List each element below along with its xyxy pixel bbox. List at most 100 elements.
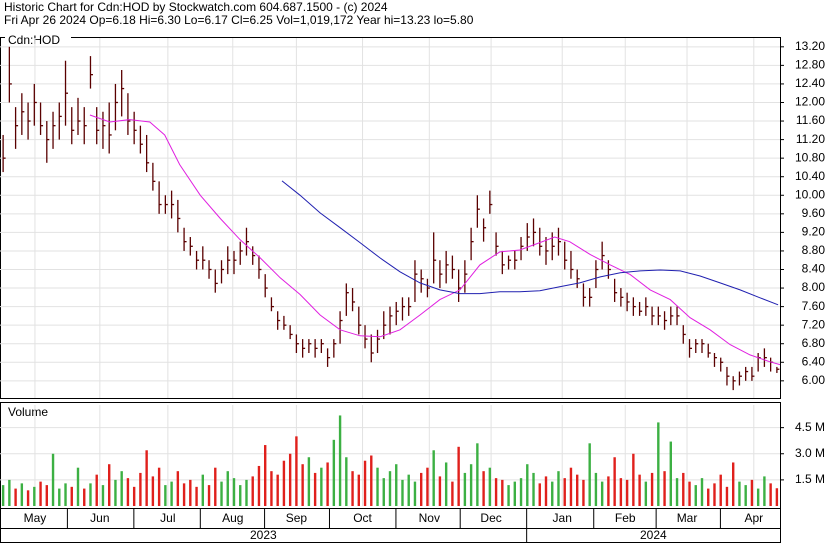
volume-bar (332, 439, 336, 506)
year-label: 2023 (250, 528, 277, 542)
moving-average (89, 114, 781, 366)
volume-bar (713, 483, 716, 506)
y-tick-label: 8.00 (802, 280, 826, 294)
volume-bar (569, 467, 573, 506)
x-tick-label: Dec (480, 511, 501, 525)
volume-bar (638, 474, 641, 506)
volume-bar (207, 485, 211, 506)
volume-bar (288, 453, 292, 506)
volume-bar (338, 415, 342, 506)
volume-tick-label: 3.0 M (795, 446, 825, 460)
grid (0, 38, 780, 506)
volume-bar (232, 478, 236, 506)
volume-bar (482, 471, 485, 506)
volume-bar (307, 457, 311, 506)
volume-bar (625, 479, 629, 506)
volume-bar (719, 474, 722, 506)
volume-bar (220, 481, 223, 506)
volume-bar (707, 488, 710, 506)
volume-bar (363, 460, 367, 506)
volume-bar (594, 472, 598, 506)
volume-bar (507, 485, 510, 506)
y-tick-label: 8.80 (802, 243, 826, 257)
x-tick-label: Sep (286, 511, 308, 525)
x-tick-label: Jan (553, 511, 572, 525)
volume-bar (700, 478, 704, 506)
volume-bar (688, 481, 691, 506)
y-tick-label: 7.60 (802, 299, 826, 313)
volume-bar (139, 472, 142, 506)
volume-bar (694, 485, 697, 506)
volume-bar (276, 474, 279, 506)
volume-bar (763, 476, 766, 506)
volume-label: Volume (8, 405, 48, 419)
volume-bar (775, 488, 779, 506)
volume-bar (14, 488, 17, 506)
y-tick-label: 12.80 (795, 58, 825, 72)
volume-bar (401, 479, 404, 506)
year-label: 2024 (640, 528, 667, 542)
volume-bar (251, 476, 254, 506)
volume-bar (126, 478, 130, 506)
volume-bar (451, 481, 454, 506)
volume-bar (557, 471, 560, 506)
x-tick-label: Jun (90, 511, 109, 525)
volume-bar (108, 464, 111, 506)
volume-bar (675, 478, 679, 506)
volume-bar (669, 441, 672, 506)
volume-bar (463, 472, 467, 506)
volume-bar (682, 472, 685, 506)
volume-bar (413, 481, 417, 506)
volume-bar (476, 443, 479, 506)
volume-bar (201, 474, 204, 506)
y-tick-label: 10.40 (795, 169, 825, 183)
volume-bar (176, 471, 180, 506)
volume-bar (563, 478, 566, 506)
volume-bar (58, 488, 61, 506)
volume-tick-label: 1.5 M (795, 472, 825, 486)
volume-bar (513, 481, 516, 506)
y-tick-label: 10.80 (795, 150, 825, 164)
volume-bar (600, 481, 604, 506)
volume-bar (189, 479, 192, 506)
volume-bar (345, 457, 348, 506)
volume-bar (182, 483, 186, 506)
x-tick-label: Jul (160, 511, 175, 525)
volume-bar (114, 479, 117, 506)
volume-bar (544, 476, 548, 506)
x-tick-label: Mar (677, 511, 698, 525)
volume-bar (395, 464, 398, 506)
volume-bar (1, 485, 5, 506)
volume-bar (576, 474, 579, 506)
volume-bar (264, 445, 267, 506)
volume-bar (426, 467, 429, 506)
volume-bar (725, 486, 729, 506)
volume-bar (469, 464, 473, 506)
volume-bar (301, 464, 304, 506)
volume-bar (120, 471, 123, 506)
volume-bar (488, 467, 492, 506)
volume-bar (257, 465, 261, 506)
volume-bar (101, 485, 105, 506)
volume-bar (64, 483, 67, 506)
volume-bar (270, 471, 273, 506)
volume-bar (239, 485, 242, 506)
volume-bar (195, 486, 198, 506)
volume-bar (70, 486, 73, 506)
volume-bar (33, 486, 36, 506)
volume-bar (756, 488, 760, 506)
volume-bar (657, 422, 660, 506)
y-tick-label: 9.60 (802, 206, 826, 220)
volume-bar (313, 472, 317, 506)
volume-bar (582, 479, 585, 506)
symbol-box (5, 33, 71, 48)
volume-bar (351, 471, 354, 506)
x-tick-label: May (24, 511, 47, 525)
y-tick-label: 6.80 (802, 336, 826, 350)
volume-bar (45, 485, 48, 506)
volume-bar (51, 453, 55, 506)
volume-bar (551, 481, 554, 506)
volume-bar (650, 472, 654, 506)
